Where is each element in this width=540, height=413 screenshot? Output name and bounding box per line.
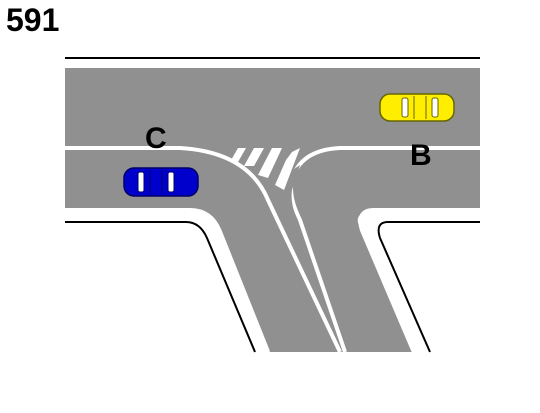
vehicle-c-car bbox=[123, 167, 199, 197]
hatched-area bbox=[230, 148, 300, 190]
left-curb-corner bbox=[65, 221, 256, 353]
vehicle-b-car bbox=[379, 93, 455, 122]
vehicle-b-label: B bbox=[410, 139, 432, 172]
side-road-left-leg bbox=[175, 200, 480, 352]
vehicle-c-label: C bbox=[145, 122, 167, 155]
right-curb-corner bbox=[377, 221, 480, 353]
center-line-left bbox=[65, 146, 342, 353]
question-number: 591 bbox=[6, 2, 60, 38]
